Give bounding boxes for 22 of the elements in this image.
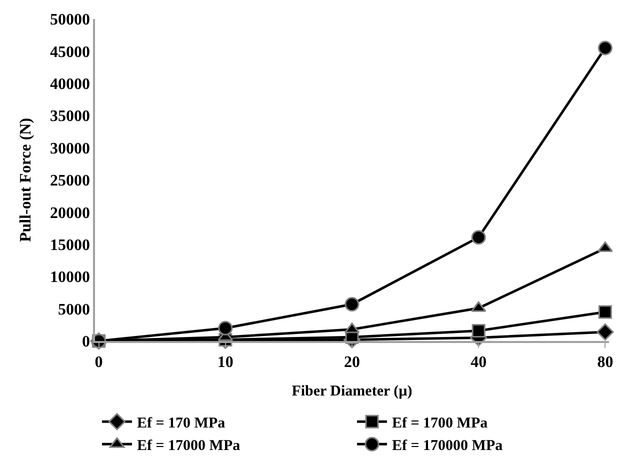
- y-tick-label: 50000: [50, 12, 90, 29]
- legend-label: Ef = 1700 MPa: [392, 416, 488, 432]
- legend-label: Ef = 17000 MPa: [137, 438, 241, 454]
- y-tick-label: 25000: [50, 172, 90, 190]
- y-tick-label: 20000: [50, 204, 90, 222]
- legend-label: Ef = 170000 MPa: [392, 438, 504, 454]
- x-tick-label: 0: [94, 354, 103, 371]
- y-tick-label: 10000: [50, 269, 90, 286]
- y-axis-title: Pull-out Force (N): [17, 118, 34, 242]
- x-axis-title: Fiber Diameter (µ): [292, 383, 412, 400]
- x-tick-label: 40: [470, 354, 487, 371]
- x-tick-label: 10: [217, 354, 234, 371]
- x-tick-label: 80: [597, 354, 614, 371]
- y-tick-label: 30000: [50, 140, 90, 158]
- y-tick-label: 45000: [50, 44, 90, 61]
- y-tick-label: 0: [82, 334, 90, 351]
- legend-label: Ef = 170 MPa: [137, 416, 226, 432]
- x-tick-label: 20: [344, 354, 360, 371]
- y-tick-label: 15000: [50, 237, 90, 254]
- y-tick-label: 5000: [58, 301, 90, 318]
- y-tick-label: 35000: [50, 108, 90, 126]
- y-tick-label: 40000: [50, 76, 90, 93]
